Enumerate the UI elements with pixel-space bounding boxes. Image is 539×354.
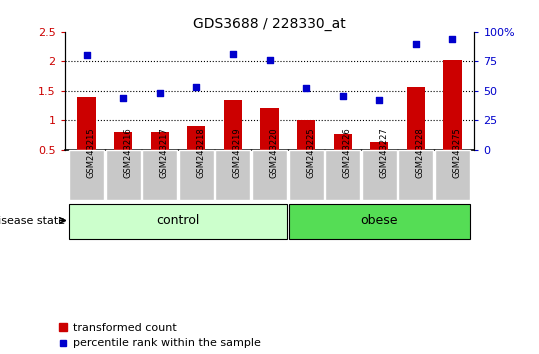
Bar <box>334 134 352 150</box>
Bar <box>325 150 360 200</box>
Point <box>192 84 201 90</box>
Point <box>375 97 384 103</box>
Point <box>302 85 310 91</box>
Point <box>119 95 128 101</box>
Bar <box>362 150 397 200</box>
Bar <box>443 60 461 150</box>
Bar <box>435 150 470 200</box>
Text: GSM243226: GSM243226 <box>343 127 351 178</box>
Bar <box>224 100 242 150</box>
Text: GSM243217: GSM243217 <box>160 127 169 178</box>
Text: GSM243218: GSM243218 <box>196 127 205 178</box>
Text: control: control <box>156 214 200 227</box>
Bar <box>252 150 287 200</box>
Bar <box>260 108 279 150</box>
Bar <box>398 150 433 200</box>
Text: GSM243275: GSM243275 <box>452 127 461 178</box>
Bar <box>406 87 425 150</box>
Bar <box>69 204 287 239</box>
Text: GSM243228: GSM243228 <box>416 127 425 178</box>
Text: GSM243220: GSM243220 <box>270 127 279 178</box>
Point <box>155 90 164 96</box>
Text: GSM243225: GSM243225 <box>306 127 315 178</box>
Bar <box>288 150 323 200</box>
Title: GDS3688 / 228330_at: GDS3688 / 228330_at <box>193 17 346 31</box>
Point <box>82 53 91 58</box>
Bar <box>78 97 96 150</box>
Text: GSM243216: GSM243216 <box>123 127 132 178</box>
Text: GSM243219: GSM243219 <box>233 127 242 178</box>
Text: GSM243227: GSM243227 <box>379 127 388 178</box>
Point <box>229 51 237 57</box>
Point <box>448 36 457 42</box>
Bar <box>114 132 133 150</box>
Text: disease state: disease state <box>0 216 69 225</box>
Bar <box>179 150 214 200</box>
Bar <box>142 150 177 200</box>
Bar <box>187 126 205 150</box>
Bar <box>370 142 389 150</box>
Bar <box>69 150 104 200</box>
Bar <box>106 150 141 200</box>
Bar <box>288 204 470 239</box>
Text: obese: obese <box>361 214 398 227</box>
Point <box>411 41 420 46</box>
Bar <box>216 150 251 200</box>
Point <box>338 93 347 98</box>
Point <box>265 57 274 63</box>
Text: GSM243215: GSM243215 <box>87 127 95 178</box>
Legend: transformed count, percentile rank within the sample: transformed count, percentile rank withi… <box>59 323 261 348</box>
Bar <box>297 120 315 150</box>
Bar <box>150 132 169 150</box>
